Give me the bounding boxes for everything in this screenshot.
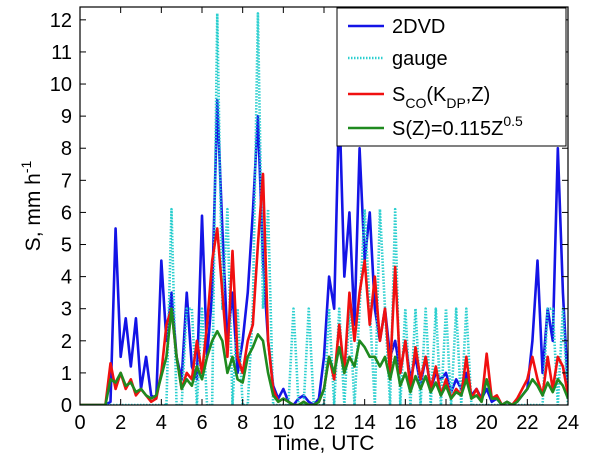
y-tick-label: 6	[61, 202, 72, 224]
y-tick-label: 4	[61, 267, 72, 289]
y-tick-label: 1	[61, 363, 72, 385]
x-tick-label: 4	[156, 412, 167, 434]
x-tick-label: 16	[394, 412, 416, 434]
y-tick-label: 8	[61, 138, 72, 160]
text-run: DP	[446, 95, 465, 111]
text-run: -1	[18, 160, 34, 173]
x-tick-label: 22	[516, 412, 538, 434]
x-tick-label: 8	[237, 412, 248, 434]
x-tick-label: 14	[354, 412, 376, 434]
y-tick-label: 7	[61, 170, 72, 192]
plot-lines	[80, 12, 568, 405]
text-run: ,Z)	[466, 84, 490, 106]
y-tick-label: 0	[61, 395, 72, 417]
x-tick-label: 24	[557, 412, 579, 434]
text-run: S, mm h	[22, 173, 45, 251]
legend-label: gauge	[392, 48, 448, 70]
y-tick-label: 9	[61, 106, 72, 128]
x-tick-label: 6	[196, 412, 207, 434]
legend-label: S(Z)=0.115Z0.5	[392, 113, 523, 140]
x-tick-label: 12	[313, 412, 335, 434]
text-run: 0.5	[503, 113, 523, 129]
text-run: S(Z)=0.115Z	[392, 118, 503, 140]
series-line	[80, 307, 568, 405]
text-run: 2DVD	[392, 16, 445, 38]
text-run: (K	[426, 84, 447, 106]
y-tick-label: 11	[51, 42, 72, 64]
text-run: S	[392, 84, 405, 106]
series-line	[80, 98, 568, 405]
y-tick-label: 3	[61, 299, 72, 321]
x-tick-label: 2	[115, 412, 126, 434]
text-run: CO	[405, 95, 426, 111]
x-tick-label: 10	[272, 412, 294, 434]
y-axis-label: S, mm h-1	[18, 160, 45, 251]
legend-label: 2DVD	[392, 16, 445, 38]
y-tick-label: 10	[50, 74, 72, 96]
y-tick-label: 5	[61, 235, 72, 257]
text-run: gauge	[392, 48, 448, 70]
y-tick-label: 2	[61, 331, 72, 353]
x-tick-label: 20	[476, 412, 498, 434]
x-axis-label: Time, UTC	[274, 432, 375, 455]
legend-label: SCO(KDP,Z)	[392, 84, 490, 111]
legend-box	[336, 7, 567, 147]
x-tick-label: 18	[435, 412, 457, 434]
x-tick-label: 0	[74, 412, 85, 434]
y-tick-label: 12	[50, 10, 72, 32]
